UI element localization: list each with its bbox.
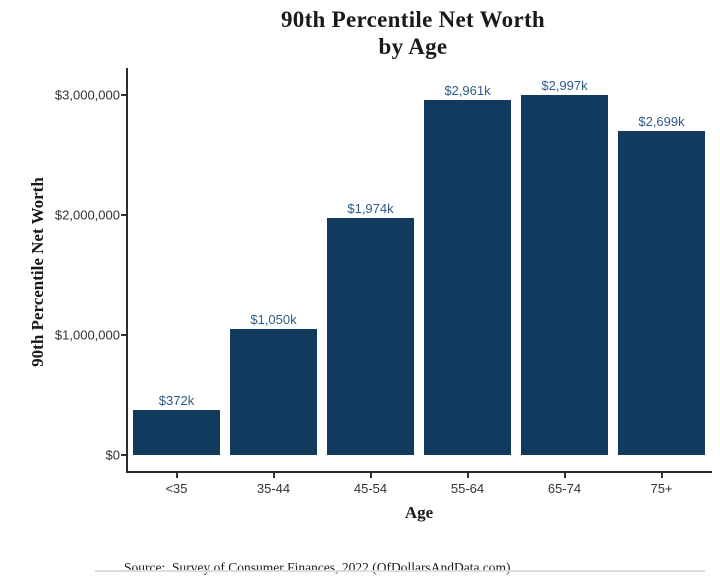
caption-source: Source: Survey of Consumer Finances, 202… — [124, 560, 511, 575]
bar-value-label: $372k — [158, 393, 195, 409]
x-tick-label: 55-64 — [450, 481, 485, 496]
y-tick-label: $3,000,000 — [54, 87, 120, 103]
bar — [327, 218, 414, 455]
x-axis-title: Age — [404, 503, 434, 522]
bottom-divider-line — [95, 570, 705, 572]
chart-title-line2: by Age — [378, 34, 448, 59]
x-axis-line — [126, 471, 712, 473]
x-tick-label: 75+ — [650, 481, 673, 496]
y-axis-line — [126, 68, 128, 473]
y-tick-mark — [121, 214, 126, 216]
chart-title: 90th Percentile Net Worth by Age — [110, 6, 716, 60]
bar-value-label: $2,997k — [541, 78, 588, 94]
x-tick-label: 65-74 — [547, 481, 582, 496]
y-tick-mark — [121, 454, 126, 456]
bar-value-label: $2,699k — [638, 114, 685, 130]
y-tick-mark — [121, 334, 126, 336]
bar-value-label: $2,961k — [444, 82, 491, 98]
bar-value-label: $1,050k — [250, 312, 297, 327]
bar — [521, 95, 608, 455]
bar — [230, 329, 317, 455]
x-tick-mark — [175, 473, 178, 478]
y-axis-title: 90th Percentile Net Worth — [28, 177, 47, 367]
x-tick-mark — [466, 473, 469, 478]
x-tick-mark — [272, 473, 275, 478]
x-tick-label: <35 — [165, 481, 188, 496]
y-tick-mark — [121, 94, 126, 96]
y-tick-label: $0 — [105, 447, 120, 463]
y-tick-label: $2,000,000 — [54, 207, 120, 223]
chart-title-line1: 90th Percentile Net Worth — [280, 7, 546, 32]
x-tick-mark — [563, 473, 566, 478]
x-tick-label: 45-54 — [353, 481, 388, 496]
x-tick-mark — [660, 473, 663, 478]
x-tick-mark — [369, 473, 372, 478]
y-tick-label: $1,000,000 — [54, 327, 120, 343]
bar — [618, 131, 705, 455]
bar-value-label: $1,974k — [347, 201, 394, 217]
x-tick-label: 35-44 — [256, 481, 291, 496]
bar — [424, 99, 511, 455]
bar — [133, 410, 220, 455]
